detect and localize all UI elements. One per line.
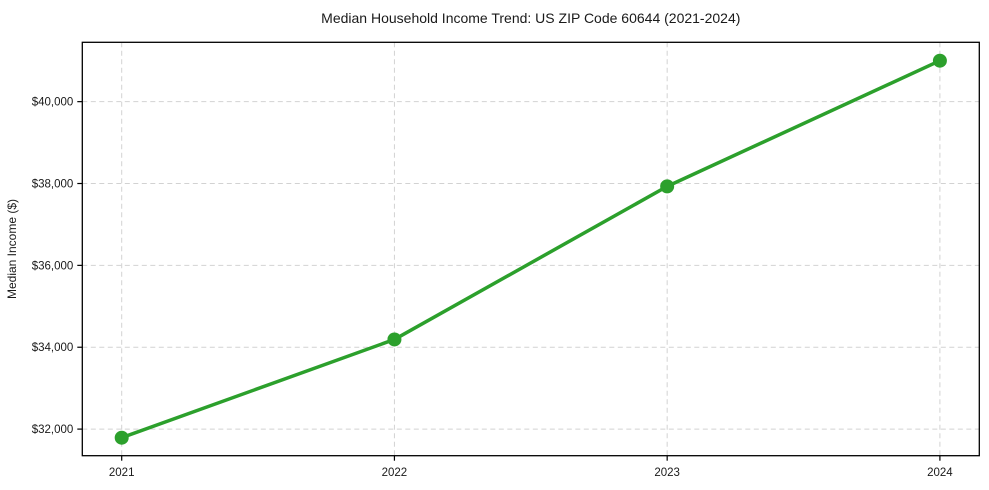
data-point-2024: [932, 53, 947, 68]
y-tick-label: $32,000: [32, 424, 74, 436]
data-point-2023: [660, 179, 675, 194]
data-point-2022: [387, 332, 402, 347]
x-tick-label: 2021: [109, 467, 135, 479]
axis-ticks: [77, 101, 941, 461]
trend-series: [114, 53, 947, 445]
tick-labels: $32,000 $34,000 $36,000 $38,000 $40,000 2021 2…: [32, 97, 954, 480]
x-tick-label: 2023: [654, 467, 680, 479]
trend-line: [119, 58, 942, 440]
plot-border: [81, 41, 980, 457]
y-axis-label: Median Income ($): [5, 199, 19, 299]
y-tick-label: $34,000: [32, 342, 74, 354]
y-tick-label: $38,000: [32, 179, 74, 191]
data-point-2021: [114, 430, 129, 445]
x-tick-label: 2024: [927, 467, 953, 479]
y-tick-label: $40,000: [32, 97, 74, 109]
y-tick-label: $36,000: [32, 260, 74, 272]
chart-title: Median Household Income Trend: US ZIP Co…: [321, 10, 740, 26]
x-tick-label: 2022: [382, 467, 408, 479]
gridlines: [82, 42, 980, 456]
